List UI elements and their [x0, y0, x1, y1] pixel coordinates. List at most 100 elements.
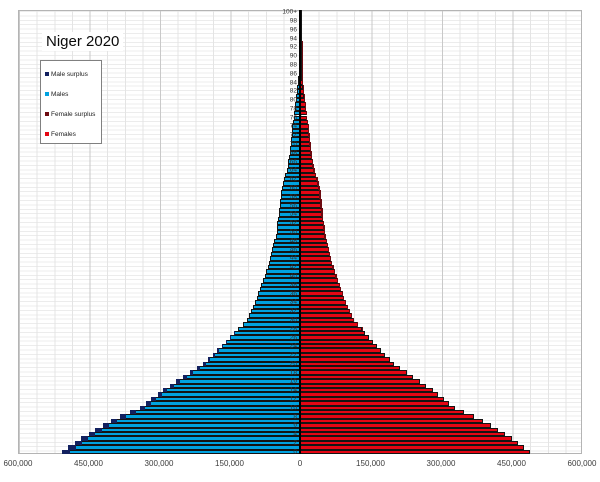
female-surplus-tip [310, 150, 312, 156]
male-surplus-tip [145, 401, 151, 406]
chart-title: Niger 2020 [42, 32, 124, 51]
x-axis-tick-label: 450,000 [74, 459, 103, 468]
female-surplus-tip [303, 93, 305, 98]
female-bar [300, 225, 325, 230]
female-surplus-tip [308, 137, 311, 142]
female-bar [300, 278, 339, 283]
age-tick-label: 6 [293, 421, 297, 429]
female-bar [300, 427, 499, 432]
age-tick-label: 20 [289, 360, 297, 368]
male-surplus-tip [120, 414, 127, 419]
male-surplus-tip [183, 374, 187, 380]
female-surplus-tip [327, 247, 330, 252]
female-bar [300, 440, 518, 446]
female-surplus-tip [328, 251, 331, 257]
female-bar [300, 304, 349, 309]
female-bar [300, 150, 312, 156]
female-surplus-tip [321, 212, 323, 217]
female-bar [300, 247, 330, 252]
female-surplus-tip [318, 185, 321, 191]
male-surplus-tip [217, 348, 220, 353]
female-bar [300, 335, 370, 340]
female-bar [300, 322, 359, 327]
female-bar [300, 423, 492, 428]
x-axis-tick-label: 300,000 [426, 459, 456, 468]
female-bar [300, 300, 347, 305]
age-tick-label: 76 [289, 114, 297, 122]
age-tick-label: 4 [293, 430, 297, 438]
age-tick-label: 34 [289, 298, 297, 306]
age-tick-label: 18 [289, 369, 297, 377]
female-bar [300, 366, 401, 371]
female-bar [300, 155, 313, 160]
female-bar [300, 330, 366, 336]
age-tick-label: 44 [289, 254, 297, 262]
age-tick-label: 36 [289, 290, 297, 298]
age-tick-label: 70 [289, 140, 297, 148]
age-tick-label: 56 [289, 202, 297, 210]
male-surplus-tip [212, 352, 215, 358]
female-surplus-tip [307, 124, 309, 129]
female-bar [300, 432, 505, 437]
female-surplus-tip [312, 163, 314, 169]
age-tick-label: 54 [289, 210, 297, 218]
female-bar [300, 401, 450, 406]
female-surplus-tip [308, 133, 310, 138]
female-surplus-tip [311, 159, 314, 164]
female-surplus-tip [313, 168, 315, 173]
age-tick-label: 50 [289, 228, 297, 236]
female-bar [300, 207, 323, 213]
female-surplus-tip [339, 286, 342, 292]
age-tick-label: 80 [289, 96, 297, 104]
female-bar [300, 234, 326, 239]
age-tick-label: 86 [289, 70, 297, 78]
female-surplus-tip [347, 304, 349, 309]
female-bar [300, 168, 315, 173]
male-surplus-tip [74, 440, 83, 446]
female-bar [300, 374, 414, 380]
female-bar [300, 256, 332, 261]
male-bar [102, 423, 300, 428]
age-tick-label: 16 [289, 377, 297, 385]
female-surplus-tip [304, 97, 306, 103]
legend-label: Male surplus [51, 70, 88, 78]
female-surplus-tip [302, 84, 304, 90]
female-surplus-tip [333, 269, 336, 274]
age-tick-label: 60 [289, 184, 297, 192]
female-bar [300, 229, 326, 235]
age-tick-label: 0 [293, 448, 297, 456]
age-tick-label: 14 [289, 386, 297, 394]
age-tick-label: 88 [289, 61, 297, 69]
male-surplus-tip [81, 436, 89, 441]
female-bar [300, 449, 530, 454]
age-tick-label: 74 [289, 122, 297, 130]
female-bar [300, 326, 363, 331]
female-bar [300, 445, 525, 450]
female-surplus-tip [317, 181, 320, 186]
female-bar [300, 405, 456, 411]
female-surplus-tip [318, 190, 321, 195]
age-tick-label: 78 [289, 105, 297, 113]
female-surplus-tip [314, 172, 317, 178]
male-surplus-tip [176, 379, 181, 384]
female-bar [300, 286, 342, 292]
male-surplus-tip [151, 396, 157, 402]
legend-label: Males [51, 90, 69, 98]
x-axis-tick-label: 150,000 [215, 459, 244, 468]
age-tick-label: 46 [289, 246, 297, 254]
female-bar [300, 418, 483, 424]
female-bar [300, 159, 314, 164]
female-bar [300, 313, 352, 318]
x-axis-tick-label: 300,000 [144, 459, 174, 468]
female-surplus-tip [323, 229, 326, 235]
female-bar [300, 163, 314, 169]
male-surplus-tip [95, 427, 102, 432]
male-surplus-tip [139, 405, 145, 411]
legend-item-females: Females [45, 130, 76, 138]
age-tick-label: 64 [289, 166, 297, 174]
male-surplus-tip [169, 383, 174, 389]
male-surplus-tip [88, 432, 96, 437]
female-bar [300, 260, 333, 265]
male-bar [68, 445, 300, 450]
age-tick-label: 72 [289, 131, 297, 139]
